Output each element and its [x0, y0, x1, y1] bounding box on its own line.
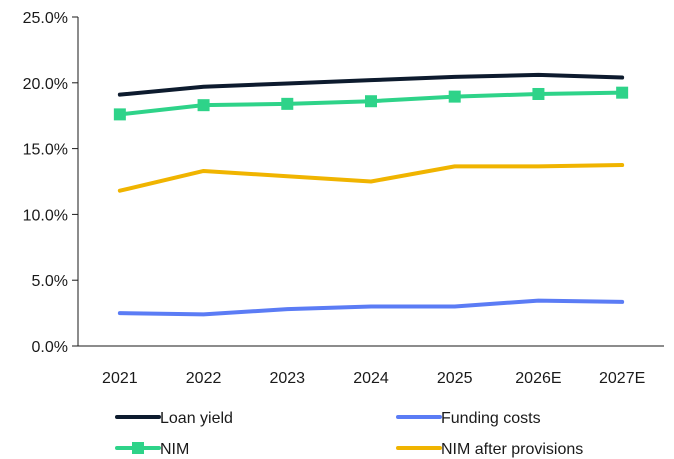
y-tick-label: 10.0%: [23, 207, 68, 224]
x-tick-label: 2025: [437, 370, 473, 387]
x-tick-label: 2026E: [515, 370, 561, 387]
data-point-nim: [616, 86, 629, 99]
x-tick-label: 2027E: [599, 370, 645, 387]
legend-item-funding-costs: Funding costs: [396, 410, 541, 427]
y-tick-label: 15.0%: [23, 142, 68, 159]
data-point-nim: [448, 90, 461, 103]
x-tick-label: 2022: [186, 370, 222, 387]
chart-axes: [77, 17, 664, 347]
legend-item-nim-after-provisions: NIM after provisions: [396, 441, 583, 458]
legend-marker: [132, 442, 144, 454]
series-line-loan-yield: [117, 72, 625, 97]
x-axis-ticks: 2021 2022 2023 2024 2025 2026E 2027E: [102, 370, 645, 387]
data-point-nim: [532, 87, 545, 100]
series-group: [113, 72, 629, 317]
y-tick-label: 0.0%: [32, 339, 68, 356]
x-tick-label: 2024: [353, 370, 389, 387]
legend-item-loan-yield: Loan yield: [115, 410, 233, 427]
series-line-funding-costs: [117, 298, 625, 317]
data-point-nim: [365, 95, 377, 108]
y-tick-label: 20.0%: [23, 76, 68, 93]
data-point-nim: [113, 108, 126, 121]
data-point-nim: [281, 97, 294, 110]
x-tick-label: 2023: [269, 370, 305, 387]
series-line-nim-after-provisions: [117, 163, 625, 193]
legend-label: Loan yield: [160, 410, 233, 427]
legend: Loan yield Funding costs NIM NIM after prov…: [115, 410, 583, 458]
legend-item-nim: NIM: [115, 441, 189, 458]
legend-label: Funding costs: [441, 410, 541, 427]
y-axis-ticks: 0.0% 5.0% 10.0% 15.0% 20.0% 25.0%: [23, 10, 78, 356]
y-tick-label: 5.0%: [32, 273, 68, 290]
y-tick-label: 25.0%: [23, 10, 68, 27]
x-tick-label: 2021: [102, 370, 138, 387]
legend-label: NIM: [160, 441, 189, 458]
data-point-nim: [197, 99, 210, 112]
legend-label: NIM after provisions: [441, 441, 583, 458]
